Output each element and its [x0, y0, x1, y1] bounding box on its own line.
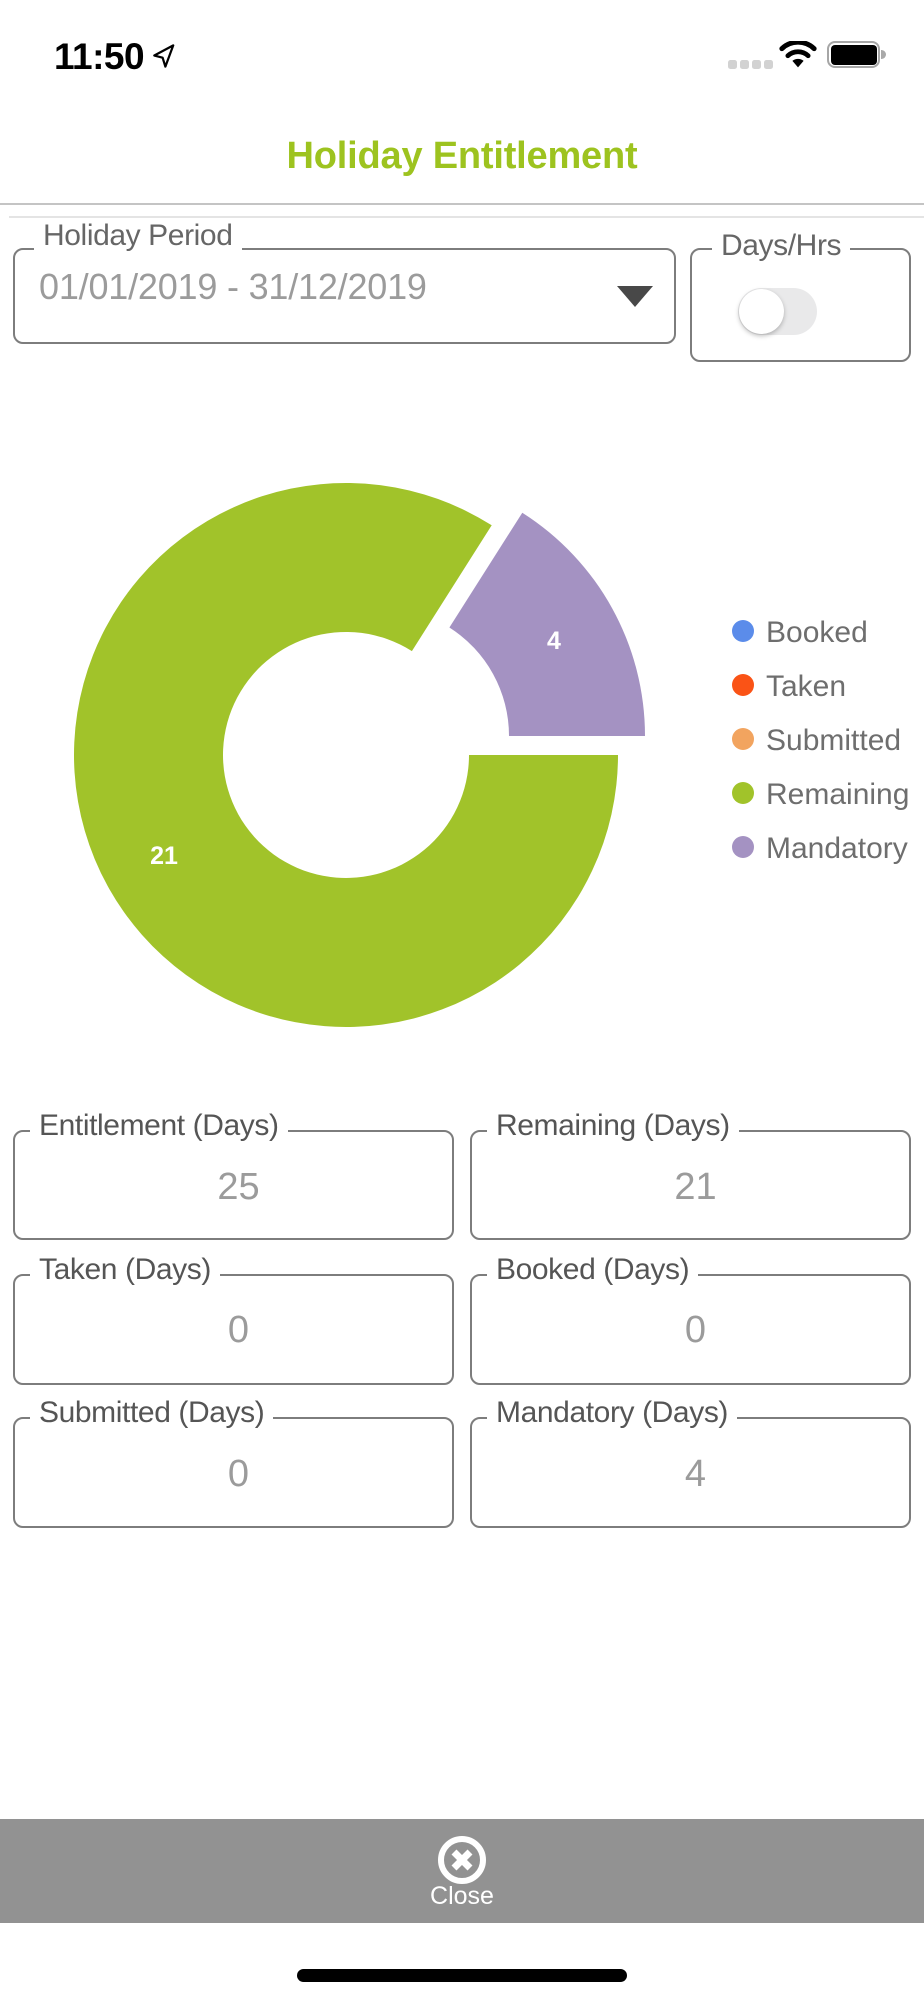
svg-text:4: 4 — [547, 627, 561, 655]
svg-text:21: 21 — [150, 842, 178, 870]
svg-text:Mandatory: Mandatory — [766, 832, 908, 865]
svg-text:Booked: Booked — [766, 616, 868, 649]
svg-text:Taken: Taken — [766, 670, 846, 703]
svg-text:Submitted: Submitted — [766, 724, 901, 757]
svg-text:Remaining: Remaining — [766, 778, 909, 811]
